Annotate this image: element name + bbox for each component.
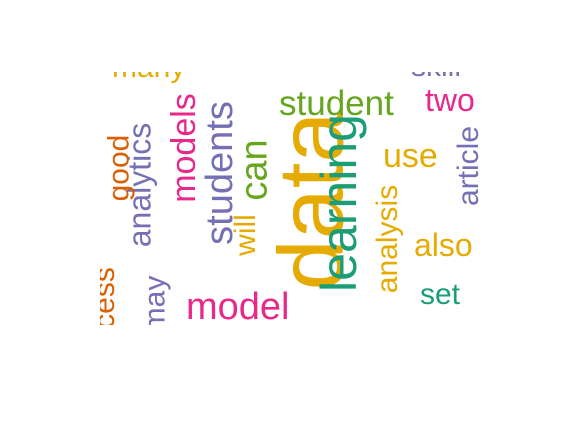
word-cess: cess <box>100 267 121 325</box>
word-set: set <box>420 278 461 311</box>
word-analysis: analysis <box>371 184 405 294</box>
word-learning: learning <box>310 114 367 292</box>
word-student: student <box>279 84 394 123</box>
word-will: will <box>228 214 262 256</box>
word-skill: skill <box>411 72 461 82</box>
word-two: two <box>425 82 475 118</box>
word-models: models <box>164 93 203 203</box>
word-many: many <box>112 72 185 83</box>
word-article: article <box>452 125 486 207</box>
word-use: use <box>383 137 438 175</box>
word-may: may <box>138 275 172 325</box>
word-good: good <box>102 134 136 202</box>
word-model: model <box>186 286 290 325</box>
word-cloud-area: data learning students student model mod… <box>100 72 490 325</box>
word-can: can <box>233 139 276 201</box>
word-also: also <box>414 227 473 263</box>
